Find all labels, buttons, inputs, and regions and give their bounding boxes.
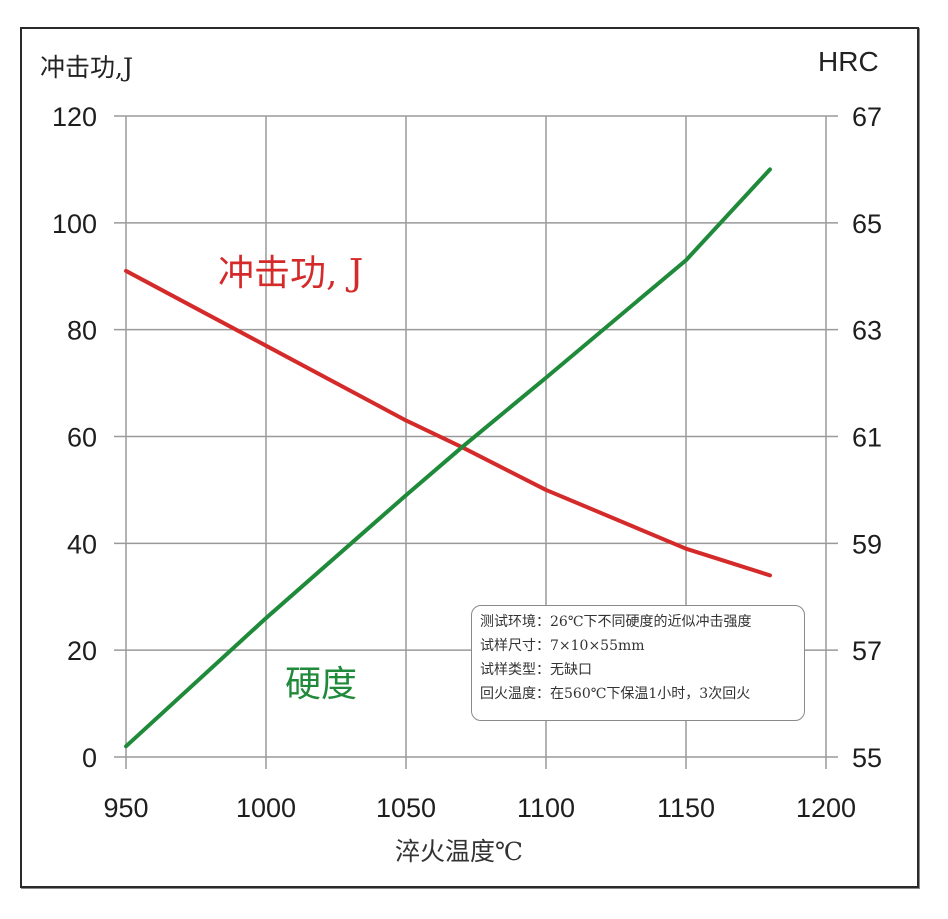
left-tick-label: 60 — [67, 423, 97, 453]
x-tick-label: 1200 — [796, 793, 856, 823]
right-tick-label: 55 — [852, 743, 882, 773]
left-tick-label: 100 — [52, 209, 97, 239]
x-tick-label: 1100 — [517, 793, 575, 823]
left-tick-label: 20 — [67, 636, 97, 666]
note-line-specimen-size: 试样尺寸：7×10×55mm — [480, 638, 645, 654]
x-tick-label: 1050 — [376, 793, 436, 823]
hardness-series-label: 硬度 — [285, 664, 358, 705]
left-tick-label: 40 — [67, 529, 97, 559]
note-line-specimen-type: 试样类型：无缺口 — [480, 662, 592, 678]
left-axis-title: 冲击功,J — [40, 53, 133, 82]
left-tick-label: 120 — [52, 102, 97, 132]
note-line-tempering: 回火温度：在560℃下保温1小时，3次回火 — [480, 686, 751, 702]
left-tick-label: 0 — [82, 743, 97, 773]
x-tick-label: 950 — [103, 793, 148, 823]
right-tick-label: 59 — [852, 529, 882, 559]
left-axis-ticks: 0 20 40 60 80 100 120 — [52, 102, 97, 773]
right-tick-label: 65 — [852, 209, 882, 239]
note-line-environment: 测试环境：26℃下不同硬度的近似冲击强度 — [480, 614, 752, 630]
right-tick-label: 57 — [852, 636, 882, 666]
x-axis-ticks: 950 1000 1050 1100 1150 1200 — [103, 793, 856, 823]
right-tick-label: 61 — [852, 423, 882, 453]
left-tick-label: 80 — [67, 316, 97, 346]
hardness-line — [124, 167, 772, 749]
x-tick-label: 1000 — [236, 793, 296, 823]
right-tick-label: 67 — [852, 102, 882, 132]
impact-energy-line — [124, 268, 772, 578]
right-tick-label: 63 — [852, 316, 882, 346]
chart-frame — [20, 27, 919, 888]
test-conditions-note: 测试环境：26℃下不同硬度的近似冲击强度 试样尺寸：7×10×55mm 试样类型… — [471, 605, 805, 721]
right-axis-title: HRC — [818, 46, 879, 77]
x-tick-label: 1150 — [657, 793, 715, 823]
x-axis-title: 淬火温度℃ — [395, 837, 523, 866]
impact-series-label: 冲击功, J — [218, 253, 364, 294]
right-axis-ticks: 55 57 59 61 63 65 67 — [852, 102, 882, 773]
